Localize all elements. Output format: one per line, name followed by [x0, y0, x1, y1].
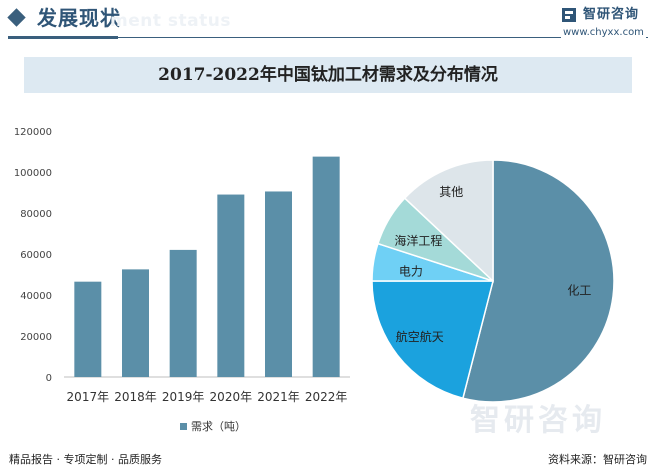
y-tick-label: 20000: [20, 332, 52, 343]
pie-slice-label: 化工: [567, 283, 591, 297]
section-title: 发展现状: [37, 6, 121, 30]
page-header: 发展现状 ment status 智研咨询 www.chyxx.com: [0, 0, 657, 44]
bar: [122, 269, 149, 377]
y-tick-label: 0: [46, 373, 52, 384]
pie-slice-label: 电力: [399, 264, 423, 278]
page-footer: 智研咨询 精品报告 · 专项定制 · 品质服务 资料来源：智研咨询: [0, 404, 657, 472]
brand-name: 智研咨询: [583, 7, 640, 22]
x-tick-label: 2017年: [67, 390, 110, 404]
y-tick-label: 80000: [20, 209, 52, 220]
legend-label: 需求（吨）: [191, 420, 246, 433]
x-tick-label: 2020年: [210, 390, 253, 404]
brand-logo-icon: [562, 8, 576, 22]
y-tick-label: 120000: [14, 127, 52, 138]
pie-slice: [461, 159, 615, 403]
brand-url: www.chyxx.com: [561, 27, 646, 39]
chart-title-band: 2017-2022年中国钛加工材需求及分布情况: [24, 57, 632, 93]
pie-slice-label: 其他: [439, 185, 463, 199]
pie-slice: [403, 159, 494, 283]
bar: [312, 156, 340, 377]
footer-watermark: 智研咨询: [470, 403, 606, 438]
chart-title: 2017-2022年中国钛加工材需求及分布情况: [158, 65, 498, 85]
x-tick-label: 2022年: [305, 390, 348, 404]
header-divider-accent: [8, 36, 118, 39]
y-tick-label: 100000: [14, 168, 52, 179]
bar: [265, 191, 292, 377]
bar-chart: 0 20000 40000 60000 80000 100000 120000 2017年 20…: [14, 127, 350, 433]
x-tick-label: 2019年: [162, 390, 205, 404]
bar: [169, 249, 197, 377]
bar: [74, 281, 102, 377]
footer-source: 资料来源：智研咨询: [548, 453, 647, 466]
pie-slice-label: 海洋工程: [394, 233, 442, 248]
x-tick-label: 2021年: [257, 390, 300, 404]
x-tick-label: 2018年: [114, 390, 157, 404]
y-tick-label: 60000: [20, 250, 52, 261]
y-tick-label: 40000: [20, 291, 52, 302]
bar: [217, 194, 245, 377]
section-subtitle-ghost: ment status: [110, 11, 231, 31]
pie-slice: [371, 280, 494, 400]
footer-tagline: 精品报告 · 专项定制 · 品质服务: [9, 453, 162, 466]
header-divider: [8, 37, 648, 38]
pie-slice-label: 航空航天: [396, 329, 444, 344]
legend-swatch: [180, 423, 187, 430]
